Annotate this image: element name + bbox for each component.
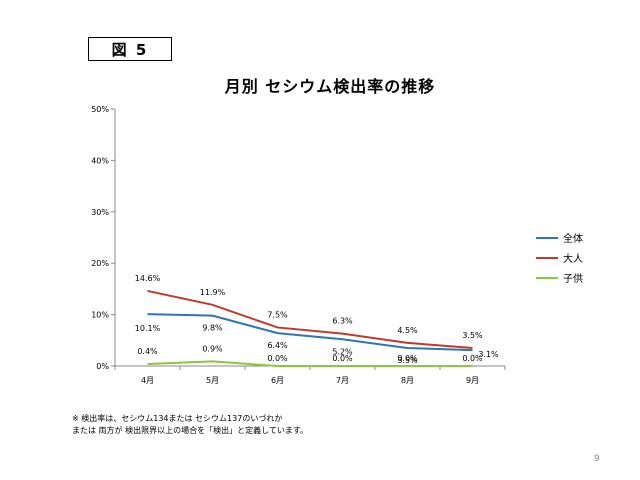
- x-tick-label: 6月: [271, 376, 284, 385]
- page-number: 9: [594, 454, 600, 464]
- x-tick-label: 8月: [401, 376, 414, 385]
- data-label: 9.8%: [202, 324, 223, 333]
- footnote: ※ 検出率は、セシウム134または セシウム137のいづれか または 両方が 検…: [72, 413, 308, 437]
- figure-label: 図 5: [88, 37, 172, 61]
- y-tick-label: 10%: [91, 311, 109, 320]
- x-tick-label: 7月: [336, 376, 349, 385]
- data-label: 6.4%: [267, 341, 288, 350]
- y-tick-label: 0%: [96, 362, 109, 371]
- x-tick-label: 9月: [466, 376, 479, 385]
- y-tick-label: 20%: [91, 259, 109, 268]
- y-tick-label: 30%: [91, 208, 109, 217]
- data-label: 11.9%: [200, 288, 226, 297]
- legend-label: 子供: [563, 272, 583, 285]
- data-label: 0.0%: [267, 354, 288, 363]
- data-label: 4.5%: [397, 326, 418, 335]
- data-label: 3.5%: [397, 356, 418, 365]
- data-label: 14.6%: [135, 274, 161, 283]
- data-label: 0.0%: [397, 354, 418, 363]
- x-tick-label: 4月: [141, 376, 154, 385]
- y-tick-label: 50%: [91, 105, 109, 114]
- data-label: 3.5%: [462, 331, 483, 340]
- chart-title: 月別 セシウム検出率の推移: [224, 77, 436, 96]
- series-line-子供: [147, 360, 473, 367]
- legend-label: 全体: [563, 232, 583, 245]
- footnote-line-2: または 両方が 検出限界以上の場合を「検出」と定義しています。: [72, 426, 309, 435]
- x-tick-label: 5月: [206, 376, 219, 385]
- data-label: 10.1%: [135, 324, 161, 333]
- data-label: 0.0%: [332, 354, 353, 363]
- data-label: 5.2%: [332, 347, 353, 356]
- y-tick-label: 40%: [91, 156, 109, 165]
- data-label: 3.1%: [478, 350, 499, 359]
- data-label: 0.9%: [202, 344, 223, 353]
- data-label: 7.5%: [267, 310, 288, 319]
- legend-label: 大人: [563, 252, 583, 265]
- data-label: 6.3%: [332, 317, 353, 326]
- footnote-line-1: ※ 検出率は、セシウム134または セシウム137のいづれか: [72, 414, 283, 423]
- data-label: 0.0%: [462, 354, 483, 363]
- series-line-全体: [147, 313, 473, 352]
- series-line-大人: [147, 289, 473, 350]
- data-label: 0.4%: [137, 347, 158, 356]
